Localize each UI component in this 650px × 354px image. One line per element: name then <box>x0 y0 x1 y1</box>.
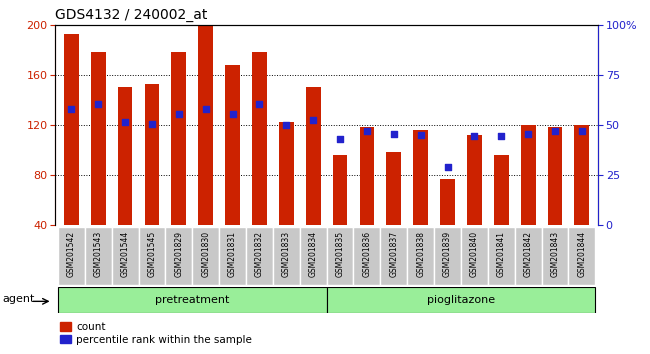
Point <box>227 111 238 116</box>
Point <box>496 133 506 139</box>
Bar <box>58 287 326 313</box>
Bar <box>91 52 106 225</box>
Bar <box>434 227 461 285</box>
Bar <box>326 227 354 285</box>
Point <box>415 132 426 138</box>
Point <box>362 128 372 134</box>
Bar <box>300 227 326 285</box>
Bar <box>192 227 219 285</box>
Point <box>443 165 453 170</box>
Point <box>281 122 291 128</box>
Text: GSM201544: GSM201544 <box>121 231 129 278</box>
Bar <box>219 227 246 285</box>
Bar <box>172 52 187 225</box>
Bar <box>246 227 273 285</box>
Bar <box>386 152 401 225</box>
Text: GSM201840: GSM201840 <box>470 231 479 277</box>
Bar <box>515 227 541 285</box>
Bar <box>58 227 84 285</box>
Bar <box>541 227 569 285</box>
Point <box>254 101 265 106</box>
Point <box>66 106 77 112</box>
Bar <box>279 122 294 225</box>
Text: GSM201842: GSM201842 <box>524 231 532 277</box>
Bar <box>494 155 509 225</box>
Bar <box>112 227 138 285</box>
Text: GSM201831: GSM201831 <box>228 231 237 277</box>
Bar <box>413 130 428 225</box>
Bar <box>575 125 590 225</box>
Bar <box>138 227 165 285</box>
Text: GSM201837: GSM201837 <box>389 231 398 277</box>
Legend: count, percentile rank within the sample: count, percentile rank within the sample <box>60 322 252 345</box>
Text: GSM201545: GSM201545 <box>148 231 157 278</box>
Point <box>174 111 184 116</box>
Text: GSM201844: GSM201844 <box>577 231 586 277</box>
Point <box>308 117 318 122</box>
Bar <box>273 227 300 285</box>
Bar <box>84 227 112 285</box>
Bar <box>326 287 595 313</box>
Bar <box>118 87 133 225</box>
Bar <box>521 125 536 225</box>
Bar <box>380 227 408 285</box>
Bar <box>461 227 488 285</box>
Text: GSM201543: GSM201543 <box>94 231 103 278</box>
Bar <box>306 87 320 225</box>
Bar <box>225 65 240 225</box>
Point <box>120 119 130 125</box>
Text: GSM201542: GSM201542 <box>67 231 76 277</box>
Point <box>523 131 534 136</box>
Text: GSM201833: GSM201833 <box>282 231 291 277</box>
Point <box>389 131 399 136</box>
Text: GSM201834: GSM201834 <box>309 231 318 277</box>
Point <box>93 101 103 106</box>
Bar <box>144 84 159 225</box>
Text: GSM201829: GSM201829 <box>174 231 183 277</box>
Text: GSM201839: GSM201839 <box>443 231 452 277</box>
Bar <box>440 178 455 225</box>
Bar <box>165 227 192 285</box>
Bar <box>488 227 515 285</box>
Bar <box>547 127 562 225</box>
Text: pretreatment: pretreatment <box>155 295 229 305</box>
Bar <box>408 227 434 285</box>
Bar <box>198 25 213 225</box>
Point <box>335 136 345 141</box>
Point <box>200 106 211 112</box>
Text: GSM201832: GSM201832 <box>255 231 264 277</box>
Text: GSM201835: GSM201835 <box>335 231 345 277</box>
Point <box>577 128 587 134</box>
Point <box>147 121 157 126</box>
Bar <box>333 155 348 225</box>
Bar <box>354 227 380 285</box>
Bar <box>467 135 482 225</box>
Bar <box>359 127 374 225</box>
Bar <box>569 227 595 285</box>
Text: GSM201830: GSM201830 <box>202 231 210 277</box>
Text: GSM201841: GSM201841 <box>497 231 506 277</box>
Text: GSM201838: GSM201838 <box>416 231 425 277</box>
Point <box>550 128 560 134</box>
Text: GSM201843: GSM201843 <box>551 231 560 277</box>
Bar <box>252 52 267 225</box>
Text: agent: agent <box>3 294 35 304</box>
Text: pioglitazone: pioglitazone <box>427 295 495 305</box>
Bar <box>64 34 79 225</box>
Text: GSM201836: GSM201836 <box>363 231 371 277</box>
Text: GDS4132 / 240002_at: GDS4132 / 240002_at <box>55 8 207 22</box>
Point <box>469 133 480 139</box>
